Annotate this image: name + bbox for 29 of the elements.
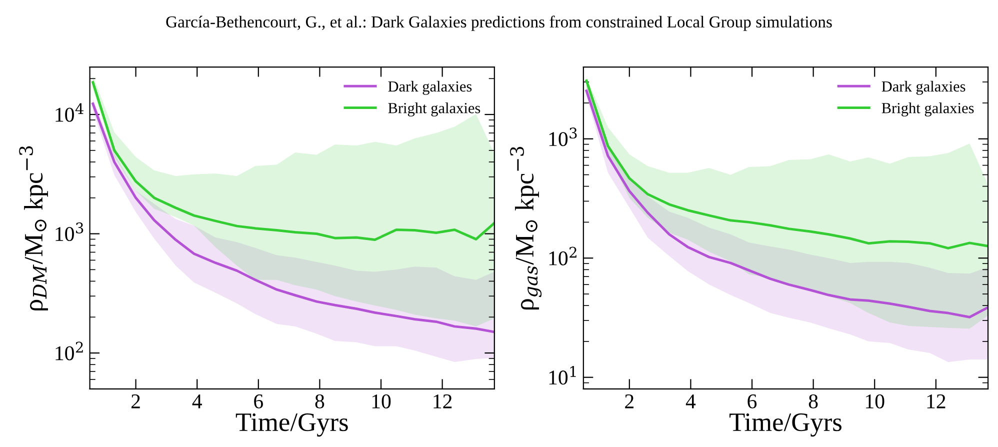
legend-label: Dark galaxies — [388, 80, 472, 95]
x-tick-label: 10 — [372, 394, 391, 408]
x-tick-label: 12 — [927, 394, 946, 408]
y-tick-label: 10$^{3}$ — [549, 128, 577, 146]
legend-label: Bright galaxies — [882, 102, 974, 116]
text: García-Bethencourt, G., et al.: Dark Galaxies predictions from constrained Local Group simulations — [166, 16, 832, 31]
y-tick-label: 10$^{1}$ — [549, 366, 576, 385]
line-series — [585, 80, 988, 250]
line-series — [92, 81, 494, 242]
y-axis-title: ρ$_{DM}$/M$_{⊙}$ kpc$^{−3}$ — [19, 146, 48, 310]
x-tick-label: 12 — [434, 394, 452, 408]
x-tick-label: 8 — [315, 394, 324, 408]
legend-label: Dark galaxies — [882, 80, 966, 95]
x-tick-label: 4 — [192, 394, 202, 408]
y-tick-label: 10$^{2}$ — [549, 246, 576, 266]
x-tick-label: 6 — [254, 394, 263, 408]
y-tick-label: 10$^{2}$ — [56, 342, 83, 360]
x-axis-title: Time/Gyrs — [236, 413, 348, 437]
y-tick-label: 10$^{4}$ — [56, 103, 84, 122]
x-tick-label: 2 — [625, 394, 634, 408]
x-axis-title: Time/Gyrs — [730, 413, 842, 437]
x-tick-label: 6 — [748, 394, 757, 408]
x-tick-label: 4 — [686, 394, 696, 408]
legend-label: Bright galaxies — [388, 102, 480, 116]
y-axis-title: ρ$_{gas}$/M$_{⊙}$ kpc$^{−3}$ — [510, 146, 542, 310]
y-tick-label: 10$^{3}$ — [56, 222, 84, 242]
x-tick-label: 2 — [132, 394, 140, 408]
x-tick-label: 10 — [866, 394, 884, 408]
x-tick-label: 8 — [808, 394, 818, 408]
